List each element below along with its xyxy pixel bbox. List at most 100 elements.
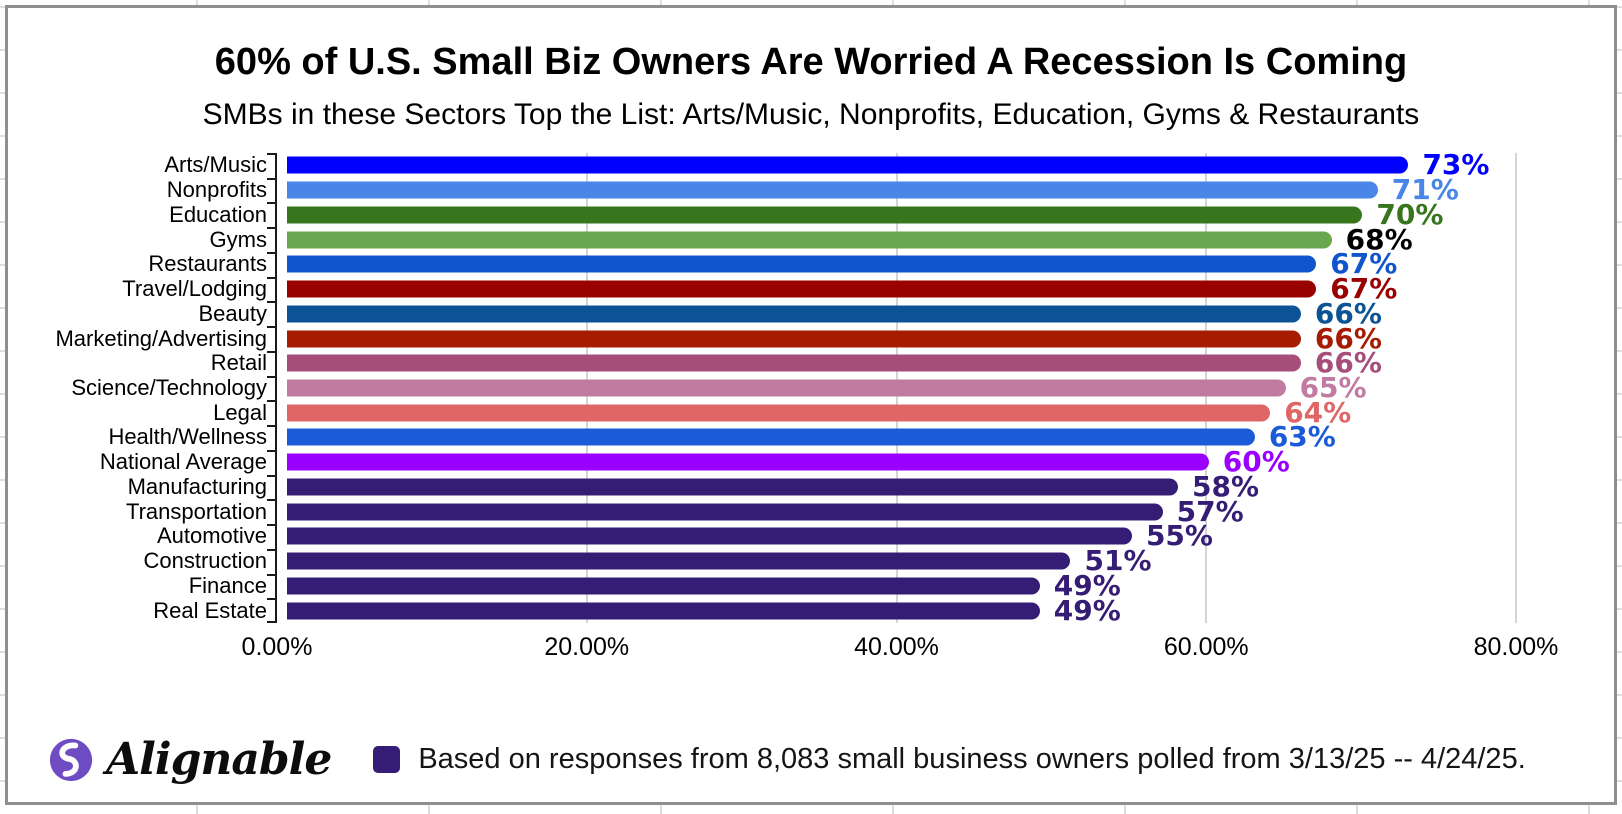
- bar-row: Gyms 68%: [8, 222, 1614, 256]
- category-label: Gyms: [209, 226, 267, 252]
- axis-tick: [267, 621, 275, 623]
- category-label: Automotive: [156, 523, 267, 549]
- bar-row: Construction 51%: [8, 547, 1614, 575]
- bar-track: 57%: [287, 494, 1516, 528]
- bar-value-label: 73%: [1422, 148, 1490, 182]
- bar-track: 70%: [287, 197, 1516, 231]
- bar-value-label: 60%: [1222, 445, 1290, 479]
- x-tick-label: 0.00%: [241, 633, 313, 661]
- axis-tick: [267, 276, 275, 279]
- x-gridline: [1515, 153, 1517, 623]
- axis-tick: [267, 449, 275, 452]
- chart-subtitle: SMBs in these Sectors Top the List: Arts…: [202, 98, 1420, 131]
- bar-rows: Arts/Music 73% Nonprofits 71% Education 70% Gy…: [8, 148, 1614, 627]
- bar-track: 58%: [287, 472, 1516, 500]
- axis-tick: [267, 301, 275, 304]
- category-label: Restaurants: [148, 251, 267, 277]
- bar-track: 71%: [287, 173, 1516, 207]
- category-label: Beauty: [198, 300, 268, 326]
- category-label: Education: [169, 201, 267, 227]
- x-tick-label: 20.00%: [544, 633, 630, 661]
- category-label: Nonprofits: [166, 177, 267, 203]
- plot-area: Arts/Music 73% Nonprofits 71% Education 70% Gy…: [8, 148, 1614, 627]
- chart-container[interactable]: 60% of U.S. Small Biz Owners Are Worried…: [5, 5, 1617, 805]
- bar-row: Education 70%: [8, 197, 1614, 231]
- bar-value-label: 67%: [1330, 247, 1398, 281]
- bar: [287, 527, 1132, 545]
- bar-row: Automotive 55%: [8, 519, 1614, 553]
- bar-value-label: 66%: [1314, 296, 1382, 330]
- bar: [287, 206, 1363, 224]
- bar-value-label: 68%: [1345, 222, 1413, 256]
- bar-value-label: 71%: [1391, 173, 1459, 207]
- bar-row: Retail 66%: [8, 349, 1614, 377]
- bar-row: Manufacturing 58%: [8, 472, 1614, 500]
- bar-value-label: 49%: [1053, 568, 1121, 602]
- bar: [287, 552, 1071, 570]
- bar: [287, 428, 1255, 446]
- bar-track: 64%: [287, 395, 1516, 429]
- bar: [287, 330, 1301, 347]
- bar-track: 66%: [287, 324, 1516, 352]
- bar-value-label: 67%: [1330, 272, 1398, 306]
- bar-value-label: 70%: [1376, 197, 1444, 231]
- axis-tick: [267, 548, 275, 551]
- bar-track: 63%: [287, 420, 1516, 454]
- bar-row: Marketing/Advertising 66%: [8, 324, 1614, 352]
- bar-value-label: 64%: [1284, 395, 1352, 429]
- bar: [287, 181, 1378, 199]
- x-tick-label: 80.00%: [1473, 633, 1559, 661]
- x-tick-label: 60.00%: [1163, 633, 1249, 661]
- axis-tick: [267, 153, 275, 155]
- legend-label: Based on responses from 8,083 small busi…: [418, 743, 1526, 775]
- bar-track: 51%: [287, 547, 1516, 575]
- chart-footer: Alignable Based on responses from 8,083 …: [48, 734, 1526, 785]
- bar-row: Real Estate 49%: [8, 593, 1614, 627]
- bar-row: National Average 60%: [8, 445, 1614, 479]
- axis-tick: [267, 350, 275, 353]
- bar-value-label: 49%: [1053, 593, 1121, 627]
- category-label: Science/Technology: [71, 374, 267, 400]
- axis-tick: [267, 202, 275, 205]
- bar: [287, 156, 1409, 174]
- bar-track: 68%: [287, 222, 1516, 256]
- axis-tick: [267, 573, 275, 576]
- category-label: National Average: [99, 449, 267, 475]
- axis-tick: [267, 474, 275, 477]
- axis-tick: [267, 598, 275, 601]
- bar: [287, 478, 1179, 496]
- bar-row: Arts/Music 73%: [8, 148, 1614, 182]
- bar-row: Beauty 66%: [8, 296, 1614, 330]
- category-label: Finance: [188, 572, 267, 598]
- bar: [287, 577, 1040, 595]
- bar-value-label: 57%: [1176, 494, 1244, 528]
- bar-row: Travel/Lodging 67%: [8, 272, 1614, 306]
- alignable-logo-icon: [49, 738, 93, 781]
- bar-row: Restaurants 67%: [8, 247, 1614, 281]
- bar: [287, 503, 1163, 521]
- bar: [287, 379, 1286, 397]
- bar-track: 65%: [287, 373, 1516, 401]
- x-tick-label: 40.00%: [854, 633, 939, 661]
- bar-value-label: 55%: [1145, 519, 1213, 553]
- axis-tick: [267, 400, 275, 403]
- bar-value-label: 63%: [1268, 420, 1336, 454]
- bar-row: Nonprofits 71%: [8, 173, 1614, 207]
- bar-track: 66%: [287, 296, 1516, 330]
- bar-track: 67%: [287, 272, 1516, 306]
- category-label: Travel/Lodging: [122, 276, 267, 302]
- category-label: Manufacturing: [127, 473, 267, 499]
- bar-row: Transportation 57%: [8, 494, 1614, 528]
- bar: [287, 602, 1040, 620]
- category-label: Legal: [213, 399, 267, 425]
- category-label: Marketing/Advertising: [55, 325, 267, 351]
- bar-track: 73%: [287, 148, 1516, 182]
- bar: [287, 404, 1271, 422]
- bar-track: 49%: [287, 593, 1516, 627]
- axis-tick: [267, 499, 275, 502]
- bar: [287, 280, 1317, 298]
- bar-row: Health/Wellness 63%: [8, 420, 1614, 454]
- bar-track: 67%: [287, 247, 1516, 281]
- axis-tick: [267, 227, 275, 230]
- bar: [287, 305, 1301, 323]
